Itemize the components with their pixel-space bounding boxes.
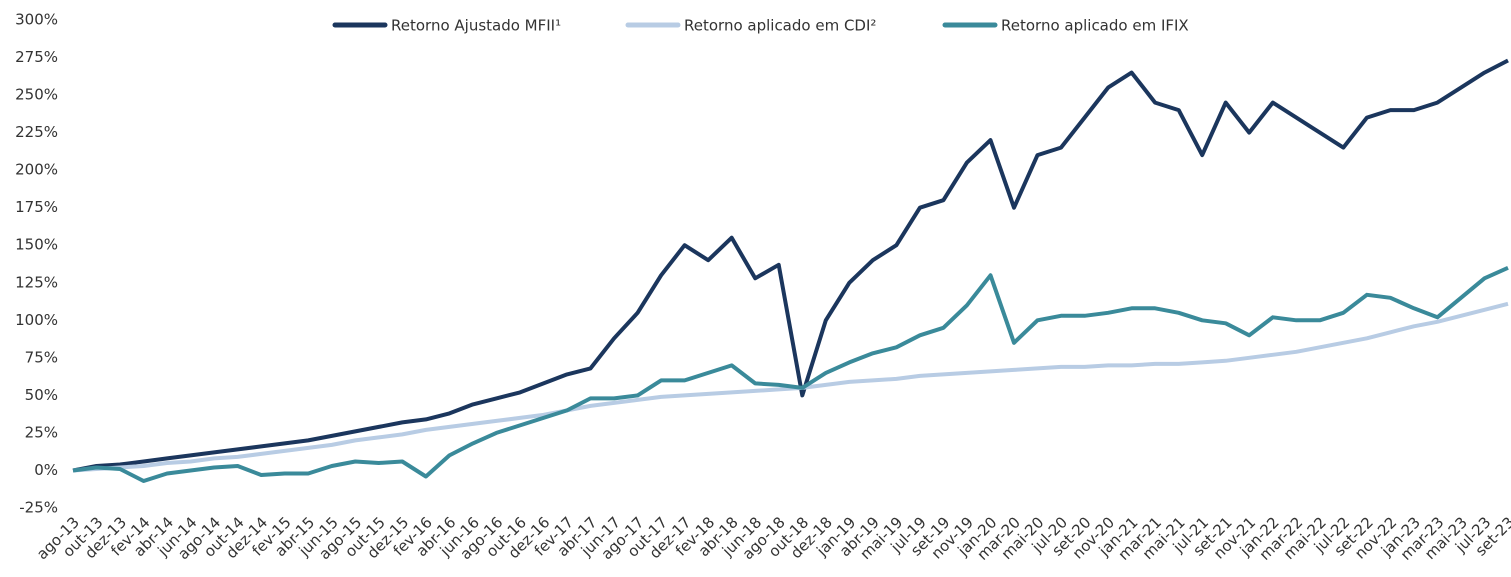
y-tick-label: 175% xyxy=(15,198,58,216)
y-tick-label: 275% xyxy=(15,48,58,66)
y-tick-label: 200% xyxy=(15,161,58,179)
y-tick-label: 250% xyxy=(15,86,58,104)
legend-label: Retorno aplicado em IFIX xyxy=(1001,17,1189,35)
y-tick-label: 75% xyxy=(25,348,58,366)
y-tick-label: 300% xyxy=(15,11,58,29)
series-line xyxy=(72,265,1509,483)
y-tick-label: 125% xyxy=(15,273,58,291)
series-line xyxy=(72,301,1509,473)
y-tick-label: 225% xyxy=(15,123,58,141)
y-tick-label: 0% xyxy=(34,461,58,479)
legend-label: Retorno Ajustado MFII¹ xyxy=(391,17,561,35)
y-tick-label: 50% xyxy=(25,386,58,404)
y-tick-label: 150% xyxy=(15,236,58,254)
y-tick-label: -25% xyxy=(19,499,58,517)
series-line xyxy=(72,58,1509,473)
y-tick-label: 100% xyxy=(15,311,58,329)
legend-label: Retorno aplicado em CDI² xyxy=(684,17,876,35)
y-tick-label: 25% xyxy=(25,423,58,441)
